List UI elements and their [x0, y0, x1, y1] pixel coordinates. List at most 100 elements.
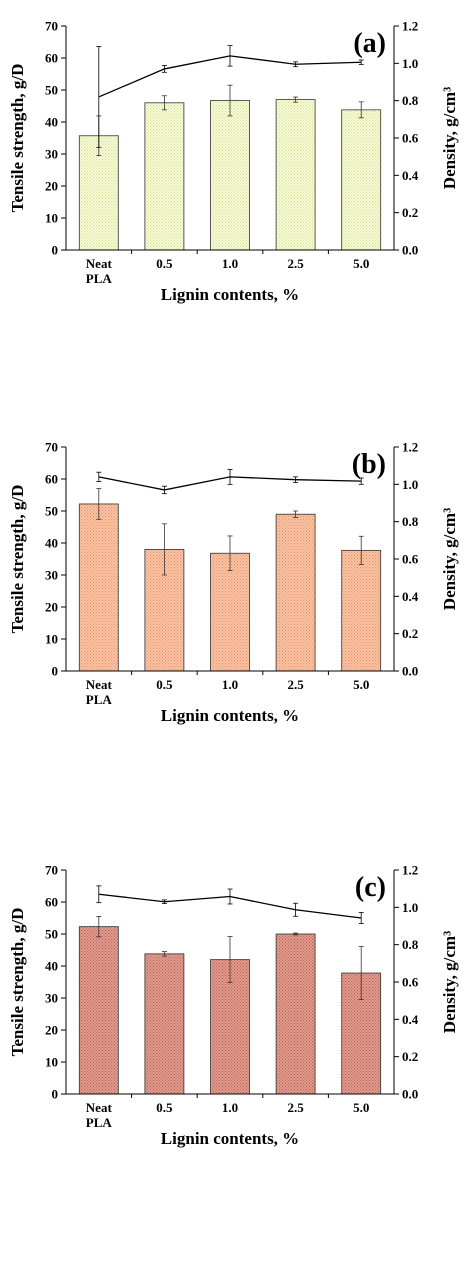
- x-tick-label: 0.5: [156, 677, 173, 692]
- y2-tick-label: 0.0: [402, 1087, 418, 1102]
- y-tick-label: 20: [45, 1023, 58, 1038]
- bar-error-bar: [293, 932, 299, 936]
- y-tick-label: 50: [45, 83, 58, 98]
- panel-label: (a): [353, 28, 386, 59]
- bar-error-bar: [293, 510, 299, 518]
- bar: [78, 503, 119, 672]
- density-error-bar: [293, 61, 299, 68]
- density-error-bar: [293, 902, 299, 917]
- y-tick-label: 70: [45, 440, 58, 455]
- x-tick-label: Neat: [86, 1100, 113, 1115]
- x-axis-label: Lignin contents, %: [161, 285, 299, 304]
- y-tick-label: 10: [45, 632, 58, 647]
- x-tick-label: 1.0: [222, 256, 238, 271]
- x-tick-label: 2.5: [287, 1100, 304, 1115]
- y2-tick-label: 0.2: [402, 205, 418, 220]
- panel-label: (b): [352, 449, 386, 480]
- y-tick-label: 0: [52, 243, 59, 258]
- y-tick-label: 30: [45, 568, 58, 583]
- density-error-bar: [358, 911, 364, 924]
- y2-tick-label: 1.0: [402, 900, 418, 915]
- bar-error-bar: [161, 951, 167, 957]
- y2-tick-label: 0.2: [402, 626, 418, 641]
- y-tick-label: 50: [45, 504, 58, 519]
- bar-error-bar: [293, 96, 299, 103]
- y2-tick-label: 1.0: [402, 477, 418, 492]
- y2-tick-label: 0.2: [402, 1049, 418, 1064]
- y2-tick-label: 1.2: [402, 440, 418, 455]
- y2-tick-label: 0.8: [402, 514, 419, 529]
- y2-tick-label: 0.4: [402, 168, 419, 183]
- bar: [144, 953, 185, 1095]
- y-tick-label: 0: [52, 664, 59, 679]
- y2-tick-label: 0.6: [402, 131, 419, 146]
- density-error-bar: [161, 485, 167, 495]
- bar: [210, 100, 250, 251]
- bar-error-bar: [227, 84, 233, 117]
- y-tick-label: 20: [45, 600, 58, 615]
- density-error-bar: [293, 476, 299, 483]
- y2-tick-label: 0.8: [402, 93, 419, 108]
- y2-axis-label: Density, g/cm³: [440, 508, 459, 610]
- y-tick-label: 70: [45, 863, 58, 878]
- bar: [341, 549, 382, 672]
- y-tick-label: 40: [45, 536, 58, 551]
- x-tick-label: 5.0: [353, 256, 369, 271]
- x-tick-label: 2.5: [287, 256, 304, 271]
- y-tick-label: 60: [45, 895, 58, 910]
- bar-error-bar: [96, 916, 102, 938]
- x-tick-label: 0.5: [156, 256, 173, 271]
- chart-panel: 0 10 20 30 40 50 60 70 0.0 0.2 0.4 0.6 0.8 1.0 1.2 Neat…: [8, 440, 459, 726]
- y-tick-label: 60: [45, 472, 58, 487]
- density-error-bar: [161, 899, 167, 904]
- x-tick-label: PLA: [86, 692, 113, 707]
- bar-error-bar: [227, 936, 233, 984]
- x-tick-label: 5.0: [353, 677, 369, 692]
- density-error-bar: [358, 477, 364, 485]
- y-tick-label: 10: [45, 1055, 58, 1070]
- bar: [275, 513, 316, 672]
- bar-error-bar: [161, 523, 167, 576]
- bar-error-bar: [227, 535, 233, 571]
- chart-panel: 0 10 20 30 40 50 60 70 0.0 0.2 0.4 0.6 0.8 1.0 1.2 Neat…: [8, 863, 459, 1149]
- y2-tick-label: 0.4: [402, 589, 419, 604]
- density-error-bar: [161, 65, 167, 73]
- x-axis-label: Lignin contents, %: [161, 1129, 299, 1148]
- x-tick-label: Neat: [86, 256, 113, 271]
- x-tick-label: 0.5: [156, 1100, 173, 1115]
- density-error-bar: [227, 468, 233, 485]
- y2-tick-label: 0.6: [402, 975, 419, 990]
- density-error-bar: [96, 46, 102, 148]
- y-tick-label: 30: [45, 147, 58, 162]
- y-tick-label: 40: [45, 115, 58, 130]
- x-tick-label: 5.0: [353, 1100, 369, 1115]
- y2-tick-label: 1.2: [402, 863, 418, 878]
- y-axis-label: Tensile strength, g/D: [8, 485, 27, 634]
- y2-axis-label: Density, g/cm³: [440, 87, 459, 189]
- x-tick-label: PLA: [86, 271, 113, 286]
- density-error-bar: [96, 885, 102, 904]
- y2-tick-label: 0.0: [402, 243, 418, 258]
- bar-error-bar: [358, 946, 364, 1000]
- y2-tick-label: 0.6: [402, 552, 419, 567]
- x-tick-label: Neat: [86, 677, 113, 692]
- y2-tick-label: 1.0: [402, 56, 418, 71]
- x-axis-label: Lignin contents, %: [161, 706, 299, 725]
- y-tick-label: 40: [45, 959, 58, 974]
- bar: [275, 933, 316, 1095]
- y-axis-label: Tensile strength, g/D: [8, 908, 27, 1057]
- x-tick-label: 2.5: [287, 677, 304, 692]
- density-error-bar: [358, 59, 364, 65]
- y2-axis-label: Density, g/cm³: [440, 931, 459, 1033]
- bar: [144, 102, 185, 251]
- bar-error-bar: [358, 101, 364, 119]
- bar: [78, 926, 119, 1095]
- bar-error-bar: [96, 488, 102, 520]
- y2-tick-label: 0.8: [402, 937, 419, 952]
- y2-tick-label: 0.0: [402, 664, 418, 679]
- bar-error-bar: [161, 95, 167, 111]
- chart-panel: 0 10 20 30 40 50 60 70 0.0 0.2 0.4 0.6 0.8 1.0 1.2 Neat…: [8, 19, 459, 305]
- y2-tick-label: 0.4: [402, 1012, 419, 1027]
- y-axis-label: Tensile strength, g/D: [8, 64, 27, 213]
